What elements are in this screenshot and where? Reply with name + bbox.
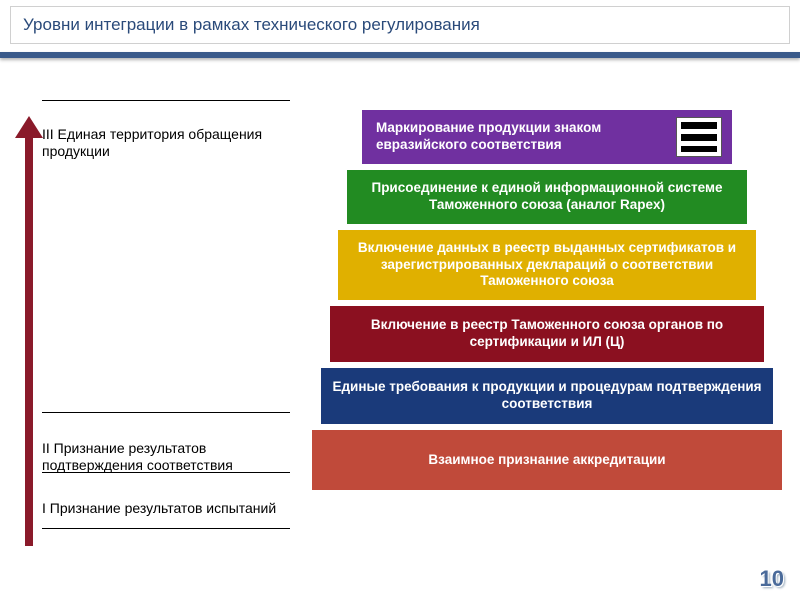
level-3-label: III Единая территория обращения продукци… (42, 126, 302, 160)
pyramid-step-label: Включение в реестр Таможенного союза орг… (340, 317, 754, 351)
pyramid-step-label: Включение данных в реестр выданных серти… (348, 240, 746, 291)
content-area: III Единая территория обращения продукци… (0, 80, 800, 600)
pyramid-step: Включение в реестр Таможенного союза орг… (330, 306, 764, 362)
page-number: 10 (760, 566, 784, 592)
vertical-arrow (20, 116, 38, 546)
arrow-shaft (25, 134, 33, 546)
slide-title: Уровни интеграции в рамках технического … (10, 6, 790, 44)
pyramid-diagram: Маркирование продукции знаком евразийско… (312, 110, 782, 496)
pyramid-step: Присоединение к единой информационной си… (347, 170, 747, 224)
pyramid-step: Взаимное признание аккредитации (312, 430, 782, 490)
pyramid-step-label: Взаимное признание аккредитации (428, 452, 665, 469)
left-separator (42, 412, 290, 413)
pyramid-step-label: Присоединение к единой информационной си… (357, 180, 737, 214)
pyramid-step-label: Маркирование продукции знаком евразийско… (376, 120, 668, 154)
left-separator (42, 100, 290, 101)
left-separator (42, 528, 290, 529)
eac-mark-icon (676, 117, 722, 157)
pyramid-step: Маркирование продукции знаком евразийско… (362, 110, 732, 164)
pyramid-step-label: Единые требования к продукции и процедур… (331, 379, 763, 413)
pyramid-step: Включение данных в реестр выданных серти… (338, 230, 756, 300)
level-2-label: II Признание результатов подтверждения с… (42, 440, 302, 474)
pyramid-step: Единые требования к продукции и процедур… (321, 368, 773, 424)
level-1-label: I Признание результатов испытаний (42, 500, 276, 517)
title-divider (0, 52, 800, 58)
